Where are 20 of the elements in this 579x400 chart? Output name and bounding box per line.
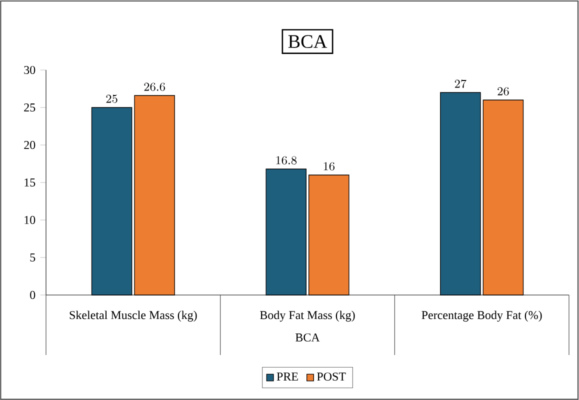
y-tick-label: 20: [24, 140, 36, 150]
x-tick-label: Percentage Body Fat (%): [422, 310, 542, 322]
y-tick-label: 15: [24, 178, 36, 187]
legend-label: POST: [317, 372, 346, 381]
data-label: 16.8: [276, 156, 297, 164]
y-tick-label: 5: [30, 254, 36, 262]
data-label: 27: [454, 80, 466, 88]
legend-label: PRE: [276, 372, 298, 380]
x-tick-label: Skeletal Muscle Mass (kg): [70, 310, 197, 322]
y-tick-label: 0: [30, 290, 36, 300]
x-tick-label: Body Fat Mass (kg): [260, 310, 355, 322]
data-label: 26: [498, 87, 509, 96]
chart-title: BCA: [288, 35, 328, 48]
data-label: 25: [106, 94, 118, 103]
data-label: 26.6: [144, 82, 165, 91]
y-tick-label: 25: [24, 103, 36, 112]
y-tick-label: 10: [24, 216, 36, 224]
x-axis-title: BCA: [296, 333, 320, 342]
data-label: 16: [324, 162, 335, 170]
y-tick-label: 30: [24, 66, 36, 74]
